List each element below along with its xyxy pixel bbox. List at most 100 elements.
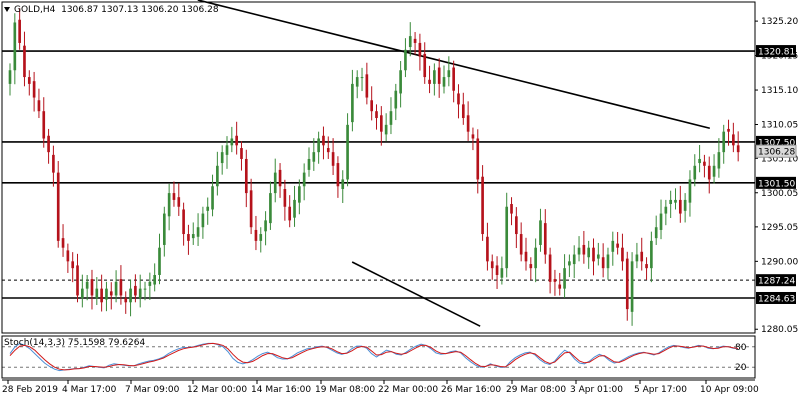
candle[interactable]	[100, 274, 103, 312]
candle[interactable]	[625, 251, 629, 321]
candle[interactable]	[654, 215, 658, 245]
candle[interactable]	[645, 257, 648, 280]
candle[interactable]	[693, 154, 697, 187]
candle[interactable]	[433, 63, 436, 96]
candle[interactable]	[370, 86, 374, 121]
candle[interactable]	[81, 274, 84, 308]
candle[interactable]	[52, 145, 55, 187]
candle[interactable]	[182, 202, 185, 246]
candle[interactable]	[539, 208, 542, 252]
candle[interactable]	[471, 127, 475, 151]
candle[interactable]	[408, 22, 412, 57]
candle[interactable]	[481, 165, 484, 241]
candle[interactable]	[66, 243, 70, 273]
candle[interactable]	[461, 92, 465, 125]
candle[interactable]	[269, 181, 272, 230]
candle[interactable]	[563, 254, 566, 298]
candle[interactable]	[177, 183, 181, 216]
candle[interactable]	[688, 170, 692, 217]
candle[interactable]	[225, 136, 229, 169]
candle[interactable]	[254, 215, 258, 251]
candle[interactable]	[505, 192, 509, 278]
candle[interactable]	[447, 56, 451, 87]
candle[interactable]	[259, 227, 263, 253]
candle[interactable]	[674, 188, 677, 210]
candle[interactable]	[698, 144, 701, 173]
candle[interactable]	[114, 270, 118, 303]
candle[interactable]	[597, 242, 600, 266]
candle[interactable]	[486, 222, 489, 271]
candle[interactable]	[399, 61, 402, 108]
candle[interactable]	[264, 211, 267, 246]
candle[interactable]	[76, 253, 79, 303]
candle[interactable]	[206, 197, 210, 225]
candle[interactable]	[71, 252, 75, 283]
candle[interactable]	[543, 209, 547, 264]
candle[interactable]	[601, 243, 605, 278]
candle[interactable]	[712, 154, 716, 184]
candle[interactable]	[47, 128, 50, 164]
trendline[interactable]	[351, 261, 481, 327]
candle[interactable]	[119, 265, 123, 305]
candle[interactable]	[732, 122, 735, 153]
candle[interactable]	[515, 207, 518, 249]
candle[interactable]	[375, 104, 378, 130]
candle[interactable]	[592, 238, 595, 276]
candle[interactable]	[220, 145, 224, 175]
candle[interactable]	[707, 156, 711, 194]
candle[interactable]	[143, 281, 147, 301]
candle[interactable]	[727, 119, 730, 146]
candle[interactable]	[630, 252, 634, 326]
candle[interactable]	[394, 83, 398, 121]
candle[interactable]	[568, 254, 571, 278]
candle[interactable]	[442, 65, 446, 94]
candle[interactable]	[240, 141, 243, 171]
candle[interactable]	[703, 154, 706, 178]
candle[interactable]	[621, 233, 624, 271]
candle[interactable]	[134, 274, 137, 303]
dropdown-triangle-icon[interactable]	[4, 7, 10, 12]
candle[interactable]	[293, 185, 296, 227]
candle[interactable]	[56, 161, 60, 248]
candle[interactable]	[558, 272, 562, 296]
candle[interactable]	[548, 247, 552, 294]
candle[interactable]	[37, 88, 41, 119]
candle[interactable]	[413, 32, 417, 55]
candle[interactable]	[476, 129, 480, 194]
candle[interactable]	[298, 179, 301, 215]
candle[interactable]	[191, 222, 195, 245]
candle[interactable]	[244, 149, 248, 208]
candle[interactable]	[606, 247, 610, 280]
candle[interactable]	[341, 170, 345, 203]
candle[interactable]	[437, 58, 441, 98]
candle[interactable]	[109, 282, 113, 310]
candle[interactable]	[216, 151, 219, 196]
candle[interactable]	[572, 245, 576, 279]
candle[interactable]	[172, 181, 176, 207]
candle[interactable]	[317, 131, 320, 164]
candle[interactable]	[211, 174, 214, 217]
candle[interactable]	[418, 33, 422, 71]
candle[interactable]	[616, 231, 619, 255]
candle[interactable]	[235, 121, 238, 155]
candle[interactable]	[302, 163, 306, 201]
candle[interactable]	[457, 84, 460, 119]
candle[interactable]	[138, 274, 142, 308]
candle[interactable]	[428, 65, 431, 94]
candle[interactable]	[664, 199, 668, 226]
candle[interactable]	[153, 263, 156, 292]
candle[interactable]	[423, 42, 427, 84]
candle[interactable]	[32, 71, 36, 112]
candle[interactable]	[8, 63, 12, 96]
candle[interactable]	[452, 60, 455, 103]
candle[interactable]	[351, 69, 354, 132]
candle[interactable]	[379, 106, 383, 146]
candle[interactable]	[312, 138, 316, 171]
candle[interactable]	[587, 240, 591, 269]
candle[interactable]	[640, 237, 644, 271]
candle[interactable]	[360, 67, 364, 92]
candle[interactable]	[529, 257, 533, 280]
candle[interactable]	[326, 136, 330, 159]
candle[interactable]	[273, 158, 277, 203]
candle[interactable]	[519, 222, 523, 262]
